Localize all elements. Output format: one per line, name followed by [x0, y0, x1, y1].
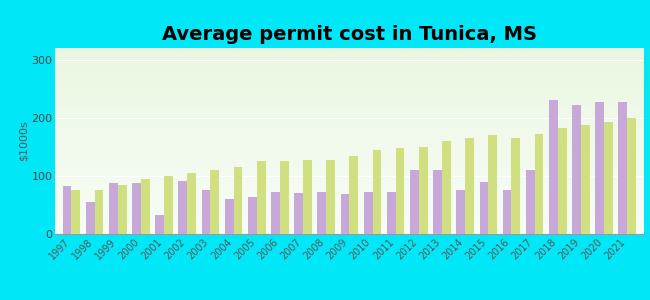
Bar: [627, 118, 636, 234]
Bar: [118, 184, 127, 234]
Bar: [62, 186, 72, 234]
Bar: [502, 190, 512, 234]
Bar: [442, 141, 451, 234]
Bar: [512, 138, 520, 234]
Bar: [109, 183, 118, 234]
Bar: [141, 179, 150, 234]
Bar: [410, 170, 419, 234]
Bar: [95, 190, 103, 234]
Bar: [132, 183, 141, 234]
Bar: [155, 215, 164, 234]
Bar: [526, 170, 535, 234]
Bar: [164, 176, 173, 234]
Bar: [280, 161, 289, 234]
Bar: [549, 100, 558, 234]
Bar: [480, 182, 488, 234]
Bar: [558, 128, 567, 234]
Bar: [341, 194, 350, 234]
Bar: [187, 173, 196, 234]
Bar: [303, 160, 312, 234]
Bar: [372, 150, 382, 234]
Bar: [225, 199, 233, 234]
Bar: [619, 102, 627, 234]
Bar: [257, 161, 266, 234]
Bar: [488, 135, 497, 234]
Bar: [433, 170, 442, 234]
Bar: [572, 105, 581, 234]
Bar: [202, 190, 211, 234]
Bar: [535, 134, 543, 234]
Bar: [387, 192, 396, 234]
Bar: [604, 122, 613, 234]
Bar: [233, 167, 242, 234]
Bar: [72, 190, 80, 234]
Bar: [419, 147, 428, 234]
Bar: [294, 193, 303, 234]
Bar: [364, 192, 372, 234]
Bar: [350, 155, 358, 234]
Bar: [595, 102, 604, 234]
Bar: [211, 170, 219, 234]
Bar: [317, 192, 326, 234]
Bar: [179, 181, 187, 234]
Bar: [248, 197, 257, 234]
Y-axis label: $1000s: $1000s: [19, 121, 29, 161]
Bar: [86, 202, 95, 234]
Bar: [581, 125, 590, 234]
Bar: [465, 138, 474, 234]
Bar: [271, 192, 280, 234]
Bar: [456, 190, 465, 234]
Bar: [326, 160, 335, 234]
Bar: [396, 148, 404, 234]
Title: Average permit cost in Tunica, MS: Average permit cost in Tunica, MS: [162, 25, 537, 44]
